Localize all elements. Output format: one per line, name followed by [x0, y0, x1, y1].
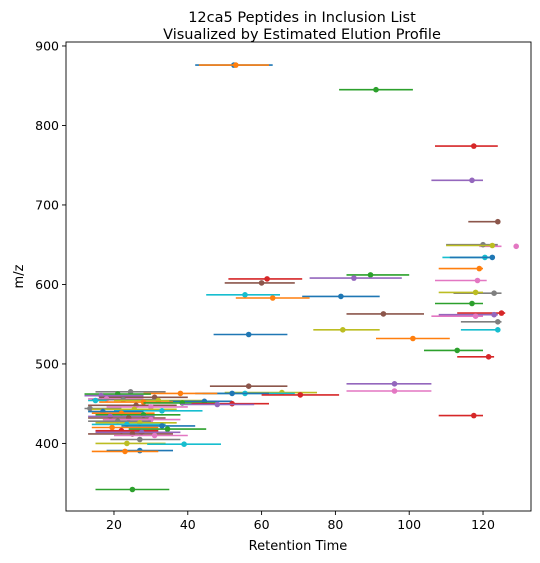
plot-background — [66, 42, 531, 511]
peptide-point — [338, 293, 344, 300]
peptide-point — [124, 440, 130, 447]
peptide-point — [491, 311, 497, 318]
peptide-point — [491, 290, 497, 297]
chart-title: 12ca5 Peptides in Inclusion List Visuali… — [163, 10, 441, 43]
peptide-point — [297, 392, 304, 398]
peptide-point — [476, 265, 483, 272]
peptide-point — [367, 272, 374, 278]
peptide-point — [127, 389, 134, 395]
peptide-point — [177, 390, 184, 397]
peptide-point — [159, 423, 165, 429]
x-axis: 20 40 60 80 100 120 — [106, 511, 495, 532]
peptide-point — [129, 486, 136, 493]
peptide-point — [148, 404, 154, 410]
peptide-point — [87, 405, 93, 412]
peptide-point — [151, 394, 158, 401]
peptide-point — [233, 62, 239, 68]
y-axis: 400 500 600 700 800 900 — [35, 38, 66, 451]
peptide-point — [454, 347, 461, 354]
x-tick-label: 100 — [397, 517, 421, 532]
y-tick-label: 800 — [35, 118, 59, 133]
peptide-point — [245, 331, 252, 338]
x-tick-label: 60 — [254, 517, 270, 532]
peptide-point — [214, 401, 221, 408]
peptide-point — [489, 242, 496, 249]
peptide-point — [242, 292, 248, 298]
peptide-point — [380, 311, 387, 317]
peptide-point — [513, 243, 519, 250]
peptide-point — [469, 177, 475, 184]
peptide-point — [92, 397, 99, 404]
peptide-point — [410, 335, 416, 342]
x-tick-label: 80 — [327, 517, 343, 532]
peptide-point — [489, 254, 496, 261]
peptide-point — [181, 441, 187, 448]
peptide-point — [469, 300, 475, 307]
y-tick-label: 500 — [35, 356, 59, 371]
x-tick-label: 120 — [471, 517, 495, 532]
peptide-point — [229, 390, 235, 397]
peptide-point — [495, 218, 501, 225]
peptide-point — [495, 319, 501, 325]
y-tick-label: 400 — [35, 436, 59, 451]
peptide-point — [485, 354, 492, 360]
peptide-point — [472, 289, 479, 296]
plot-area — [65, 41, 532, 512]
peptide-point — [391, 381, 398, 387]
peptide-point — [351, 275, 357, 281]
plot-border — [65, 41, 532, 512]
peptide-point — [474, 277, 481, 284]
peptide-point — [498, 310, 505, 316]
data-layer — [84, 62, 519, 493]
chart-title-line2: Visualized by Estimated Elution Profile — [163, 27, 441, 43]
peptide-point — [164, 426, 171, 432]
peptide-point — [495, 327, 501, 333]
x-tick-label: 20 — [106, 517, 122, 532]
x-tick-label: 40 — [180, 517, 196, 532]
y-tick-label: 600 — [35, 277, 59, 292]
peptide-point — [269, 295, 276, 301]
peptide-point — [137, 436, 143, 443]
y-tick-label: 900 — [35, 38, 59, 53]
peptide-point — [151, 432, 158, 439]
x-axis-label: Retention Time — [249, 539, 348, 554]
peptide-point — [264, 276, 270, 282]
peptide-point — [122, 448, 128, 455]
peptide-point — [391, 388, 398, 394]
peptide-point — [373, 86, 379, 93]
peptide-point — [340, 327, 346, 333]
y-tick-label: 700 — [35, 197, 59, 212]
chart-title-line1: 12ca5 Peptides in Inclusion List — [188, 10, 416, 26]
y-axis-label: m/z — [12, 264, 27, 288]
peptide-point — [258, 280, 265, 286]
peptide-point — [109, 424, 115, 431]
peptide-point — [472, 313, 479, 320]
peptide-point — [471, 143, 477, 149]
peptide-point — [159, 408, 165, 414]
peptide-point — [471, 412, 477, 419]
peptide-point — [245, 383, 252, 390]
